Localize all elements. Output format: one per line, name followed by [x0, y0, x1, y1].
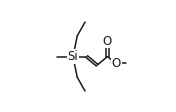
Text: O: O: [103, 34, 112, 47]
Text: Si: Si: [68, 50, 78, 63]
Text: O: O: [111, 57, 121, 70]
